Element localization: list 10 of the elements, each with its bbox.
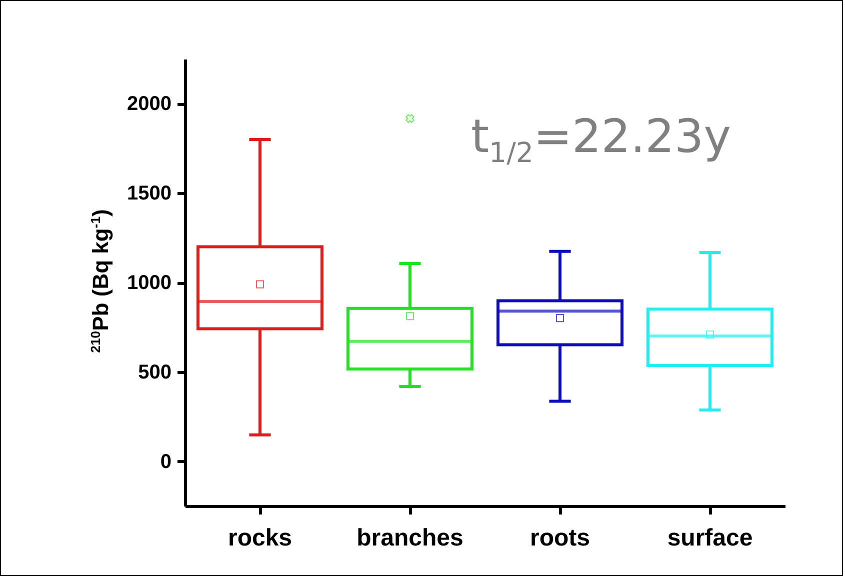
x-tick-label: branches [356,524,464,552]
y-tick-label: 500 [138,361,172,384]
annotation: t$_{1/2}$=22.23y [471,109,731,170]
x-tick-label: rocks [228,524,292,552]
y-tick-label: 1500 [127,182,172,205]
x-tick-label: surface [667,524,753,552]
y-tick-label: 0 [160,450,172,473]
y-tick-label: 2000 [127,93,172,116]
y-tick-label: 1000 [127,272,172,294]
x-tick-label: roots [530,524,590,552]
